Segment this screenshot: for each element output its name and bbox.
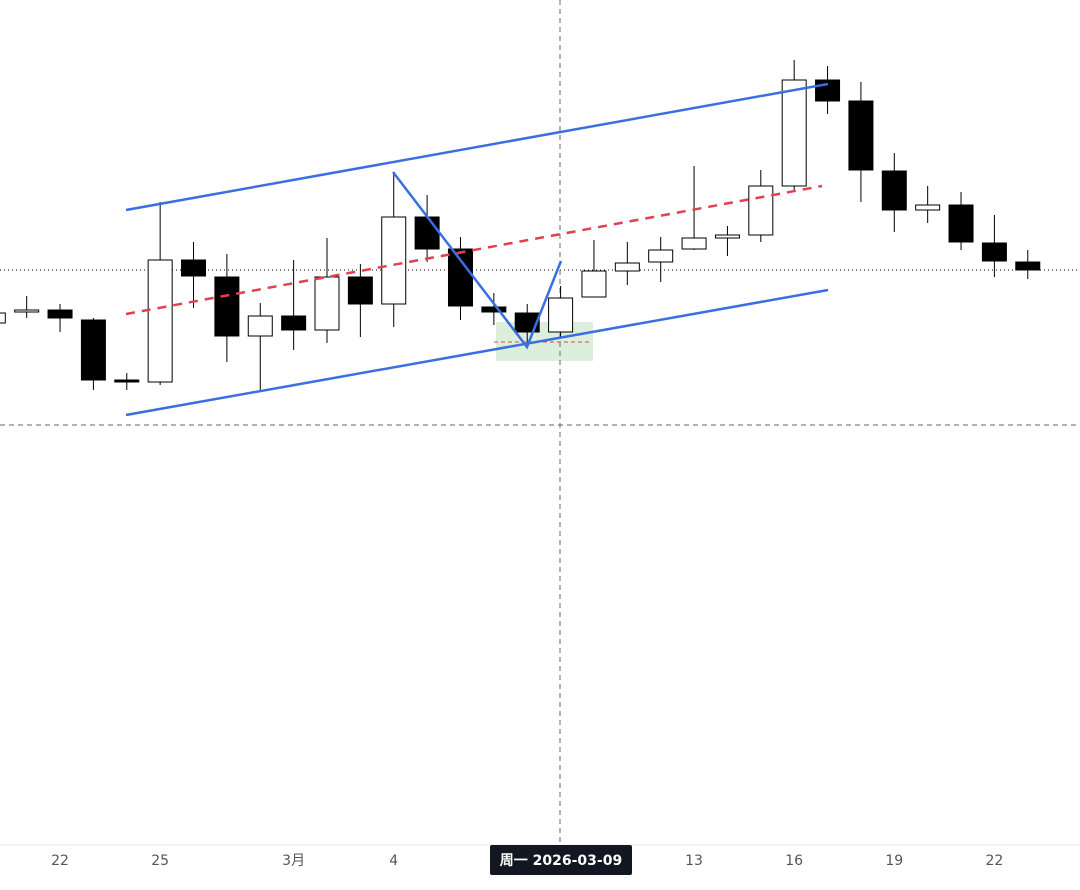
channel-lower	[125, 288, 829, 417]
candle-body	[981, 242, 1007, 262]
candle-body	[80, 319, 106, 381]
candle-body	[347, 276, 373, 305]
candle-body	[714, 234, 740, 239]
candle-body	[214, 276, 240, 337]
candle-body	[681, 237, 707, 250]
candle-body	[581, 270, 607, 298]
candle-body	[247, 315, 273, 337]
crosshair-label-box	[490, 845, 632, 875]
candle-body	[948, 204, 974, 243]
candle-body	[848, 100, 874, 171]
candle-body	[281, 315, 307, 331]
candle-body	[0, 312, 6, 324]
candle-body	[781, 79, 807, 187]
candle-body	[1015, 261, 1041, 271]
candle-body	[648, 249, 674, 263]
candle-body	[47, 309, 73, 319]
x-tick-label: 25	[151, 853, 169, 869]
candle-body	[881, 170, 907, 211]
x-tick-label: 3月	[282, 853, 305, 869]
candle-body	[481, 306, 507, 313]
x-tick-label: 19	[885, 853, 903, 869]
candle-body	[548, 297, 574, 333]
x-tick-label: 4	[389, 853, 398, 869]
candle-body	[748, 185, 774, 236]
candle-body	[147, 259, 173, 383]
candle-body	[614, 262, 640, 272]
channel-mid	[125, 184, 823, 316]
candle-body	[915, 204, 941, 211]
candle-body	[514, 312, 540, 333]
x-tick-label: 13	[685, 853, 703, 869]
x-tick-label: 16	[785, 853, 803, 869]
zigzag	[392, 171, 563, 350]
candle-body	[447, 248, 473, 307]
candle-body	[414, 216, 440, 250]
candle-body	[181, 259, 207, 277]
candle-body	[14, 309, 40, 313]
candles	[0, 60, 1041, 390]
x-tick-label: 22	[985, 853, 1003, 869]
time-axis: 22 25 3月 4 13 16 19 22	[51, 853, 1003, 869]
crosshair-label: 周一 2026-03-09	[500, 853, 622, 869]
channel-upper	[125, 82, 829, 212]
candle-body	[381, 216, 407, 305]
candle-body	[314, 276, 340, 331]
candle-body	[114, 379, 140, 383]
x-tick-label: 22	[51, 853, 69, 869]
